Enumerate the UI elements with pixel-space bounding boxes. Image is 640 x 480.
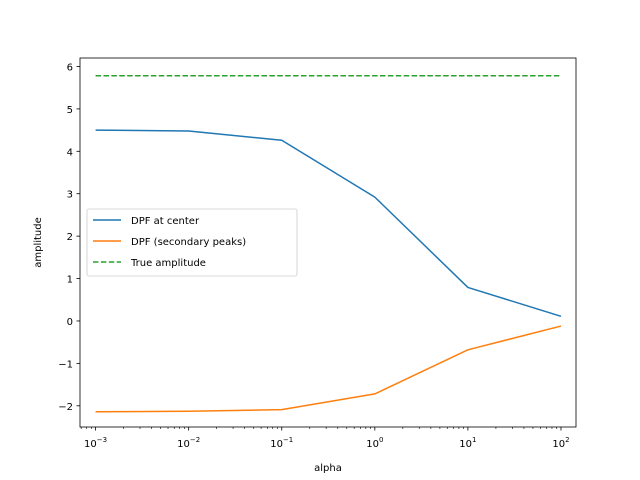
y-axis-ticks: −2 −1 0 1 2 3 4 5 6 (58, 62, 80, 413)
plot-frame (79, 57, 577, 428)
y-tick-label: 5 (67, 105, 73, 116)
y-tick-label: 4 (67, 147, 73, 158)
x-tick-label: 10−2 (177, 436, 200, 450)
legend-box (86, 208, 298, 277)
x-tick-label: 102 (552, 436, 569, 450)
y-axis-label: amplitude (33, 217, 44, 268)
y-tick-label: −2 (58, 402, 73, 413)
series-layer (95, 75, 562, 413)
series-line-dpf-secondary-peaks (95, 325, 562, 413)
x-tick-label: 100 (366, 436, 383, 450)
x-tick-label: 101 (459, 436, 476, 450)
y-tick-label: −1 (58, 359, 73, 370)
legend-label: True amplitude (130, 258, 206, 269)
y-tick-label: 6 (67, 62, 73, 73)
y-tick-label: 2 (67, 232, 73, 243)
y-tick-label: 1 (67, 275, 73, 286)
series-line-dpf-at-center (95, 129, 562, 318)
x-tick-label: 10−3 (84, 436, 107, 450)
legend-label: DPF (secondary peaks) (131, 237, 246, 248)
x-tick-label: 10−1 (270, 436, 293, 450)
legend: DPF at center DPF (secondary peaks) True a… (86, 208, 298, 277)
y-tick-label: 3 (67, 190, 73, 201)
legend-label: DPF at center (131, 216, 200, 227)
y-tick-label: 0 (67, 317, 73, 328)
x-axis-ticks: 10−3 10−2 10−1 100 101 102 (80, 427, 570, 450)
x-axis-label: alpha (314, 463, 342, 474)
